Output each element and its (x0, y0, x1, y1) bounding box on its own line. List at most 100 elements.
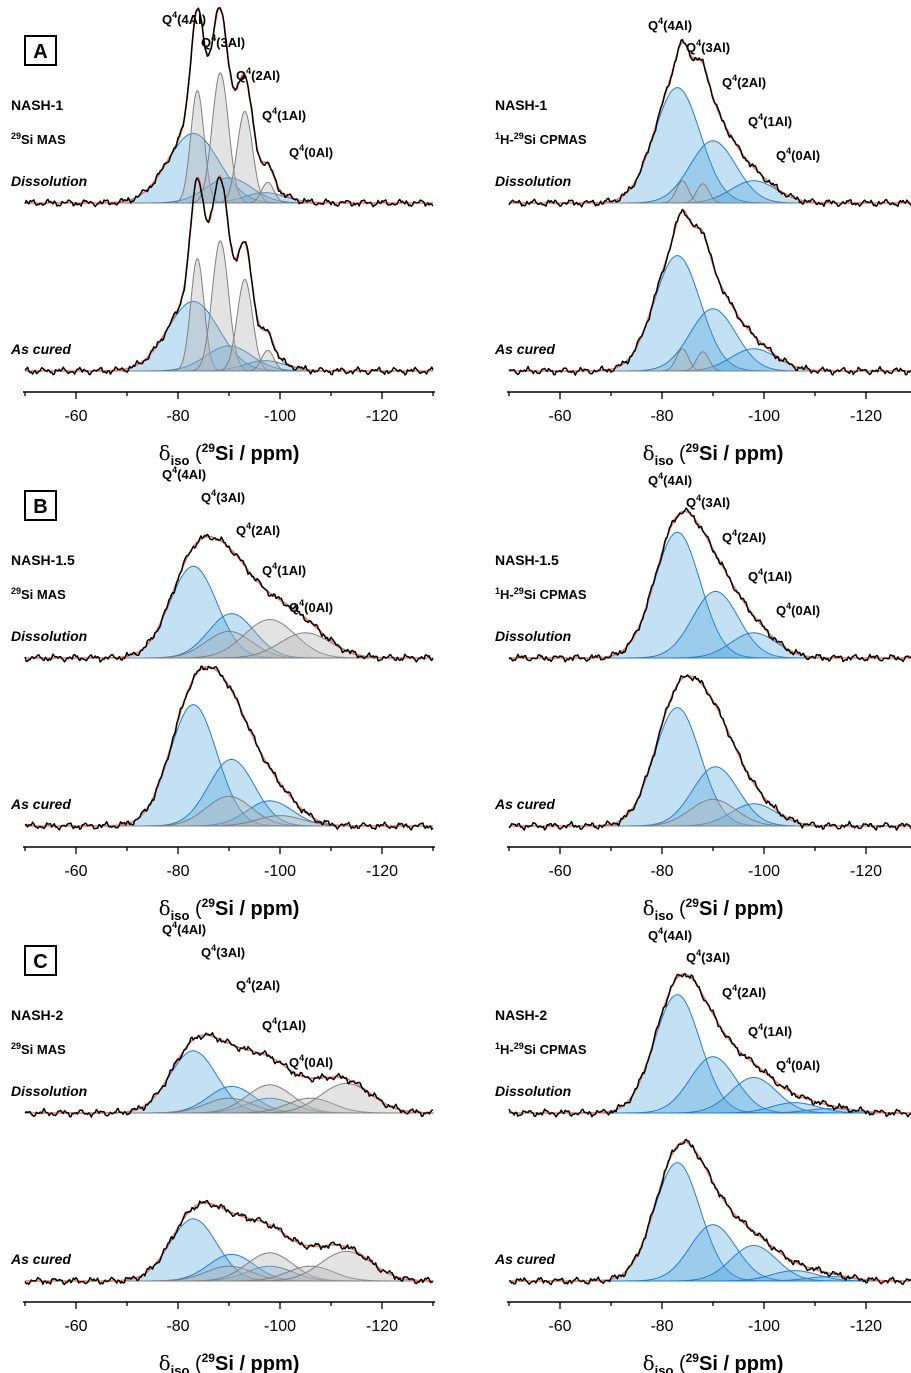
panel-label: A (33, 41, 47, 63)
peak-label: Q4(1Al) (262, 106, 306, 123)
condition-label: Dissolution (11, 1083, 87, 1099)
column-cpmas: Dissolution As cured -60 -80 -100 -120 δiso (2… (494, 471, 911, 923)
method-label: 1H-29Si CPMAS (495, 1041, 587, 1057)
component-peak (25, 240, 433, 372)
panel-label-box (24, 945, 57, 976)
spectrum-dissolution: Dissolution (495, 38, 911, 208)
x-axis-title: δiso (29Si / ppm) (159, 896, 300, 923)
peak-label: Q4(1Al) (262, 1016, 306, 1033)
peak-label: Q4(0Al) (289, 598, 333, 615)
fit-curve (509, 675, 911, 827)
experimental-spectrum (508, 507, 911, 663)
column-mas: Dissolution As cured -60 -80 -100 -120 δiso (2… (10, 6, 435, 468)
spectrum-as-cured: As cured (494, 1138, 911, 1286)
x-tick-label: -100 (748, 408, 780, 425)
peak-label: Q4(2Al) (236, 521, 280, 538)
condition-label: Dissolution (495, 173, 571, 189)
x-tick-label: -80 (166, 863, 189, 880)
panel-label-box (24, 35, 57, 66)
component-peak (509, 798, 911, 827)
method-label: 29Si MAS (11, 586, 66, 602)
x-tick-label: -80 (650, 408, 673, 425)
panel-a: Dissolution As cured -60 -80 -100 -120 δiso (2… (10, 6, 911, 468)
x-tick-label: -80 (650, 863, 673, 880)
spectrum-as-cured: As cured (10, 174, 434, 376)
peak-label: Q4(0Al) (776, 1056, 820, 1073)
x-tick-label: -80 (166, 408, 189, 425)
peak-label: Q4(1Al) (262, 561, 306, 578)
peak-label: Q4(2Al) (236, 66, 280, 83)
peak-label: Q4(4Al) (162, 920, 206, 937)
condition-label: As cured (10, 1251, 71, 1267)
peak-label: Q4(3Al) (201, 943, 245, 960)
x-axis-title: δiso (29Si / ppm) (643, 896, 784, 923)
condition-label: Dissolution (495, 628, 571, 644)
sample-name: NASH-1 (11, 97, 63, 113)
peak-label: Q4(0Al) (776, 601, 820, 618)
peak-label: Q4(3Al) (686, 493, 730, 510)
peak-label: Q4(3Al) (686, 38, 730, 55)
peak-label: Q4(3Al) (686, 948, 730, 965)
spectrum-as-cured: As cured (10, 1199, 434, 1286)
column-cpmas: Dissolution As cured -60 -80 -100 -120 δiso (2… (494, 16, 911, 468)
sample-name: NASH-1 (495, 97, 547, 113)
peak-label: Q4(0Al) (776, 146, 820, 163)
x-tick-label: -60 (548, 863, 571, 880)
condition-label: Dissolution (495, 1083, 571, 1099)
peak-label: Q4(4Al) (648, 16, 692, 33)
column-mas: Dissolution As cured -60 -80 -100 -120 δiso (2… (10, 465, 435, 923)
experimental-spectrum (508, 972, 911, 1118)
x-tick-label: -120 (366, 1318, 398, 1335)
peak-label: Q4(4Al) (162, 465, 206, 482)
x-axis-title: δiso (29Si / ppm) (159, 1351, 300, 1373)
spectrum-as-cured: As cured (494, 674, 911, 831)
x-tick-label: -120 (850, 1318, 882, 1335)
experimental-spectrum (24, 7, 434, 208)
experimental-spectrum (508, 38, 911, 208)
peak-label: Q4(2Al) (722, 73, 766, 90)
x-tick-label: -100 (748, 1318, 780, 1335)
condition-label: Dissolution (11, 173, 87, 189)
component-peak (509, 1224, 911, 1282)
x-tick-label: -60 (548, 408, 571, 425)
column-cpmas: Dissolution As cured -60 -80 -100 -120 δiso (2… (494, 926, 911, 1373)
x-axis-title: δiso (29Si / ppm) (159, 441, 300, 468)
spectrum-as-cured: As cured (494, 208, 911, 376)
x-tick-label: -80 (650, 1318, 673, 1335)
panel-label: C (33, 951, 47, 973)
panel-c: Dissolution As cured -60 -80 -100 -120 δiso (2… (10, 920, 911, 1373)
x-tick-label: -100 (264, 1318, 296, 1335)
sample-name: NASH-2 (495, 1007, 547, 1023)
column-mas: Dissolution As cured -60 -80 -100 -120 δiso (2… (10, 920, 435, 1373)
spectrum-dissolution: Dissolution (495, 972, 911, 1118)
x-tick-label: -60 (64, 863, 87, 880)
x-axis-title: δiso (29Si / ppm) (643, 1351, 784, 1373)
condition-label: As cured (494, 796, 555, 812)
condition-label: As cured (494, 341, 555, 357)
peak-label: Q4(0Al) (289, 1053, 333, 1070)
x-tick-label: -100 (748, 863, 780, 880)
x-tick-label: -120 (850, 863, 882, 880)
peak-label: Q4(2Al) (236, 976, 280, 993)
sample-name: NASH-1.5 (11, 552, 75, 568)
panel-b: Dissolution As cured -60 -80 -100 -120 δiso (2… (10, 465, 911, 923)
x-tick-label: -80 (166, 1318, 189, 1335)
spectrum-dissolution: Dissolution (495, 507, 911, 663)
peak-label: Q4(1Al) (748, 567, 792, 584)
spectrum-dissolution: Dissolution (11, 1032, 434, 1118)
peak-label: Q4(3Al) (201, 33, 245, 50)
x-tick-label: -100 (264, 863, 296, 880)
peak-label: Q4(4Al) (648, 926, 692, 943)
spectrum-dissolution: Dissolution (11, 533, 434, 663)
experimental-spectrum (24, 665, 434, 831)
peak-label: Q4(3Al) (201, 488, 245, 505)
experimental-spectrum (508, 208, 911, 376)
condition-label: As cured (10, 796, 71, 812)
x-tick-label: -60 (64, 1318, 87, 1335)
peak-label: Q4(0Al) (289, 143, 333, 160)
x-tick-label: -120 (366, 408, 398, 425)
peak-label: Q4(1Al) (748, 112, 792, 129)
peak-label: Q4(2Al) (722, 983, 766, 1000)
spectrum-as-cured: As cured (10, 665, 434, 831)
